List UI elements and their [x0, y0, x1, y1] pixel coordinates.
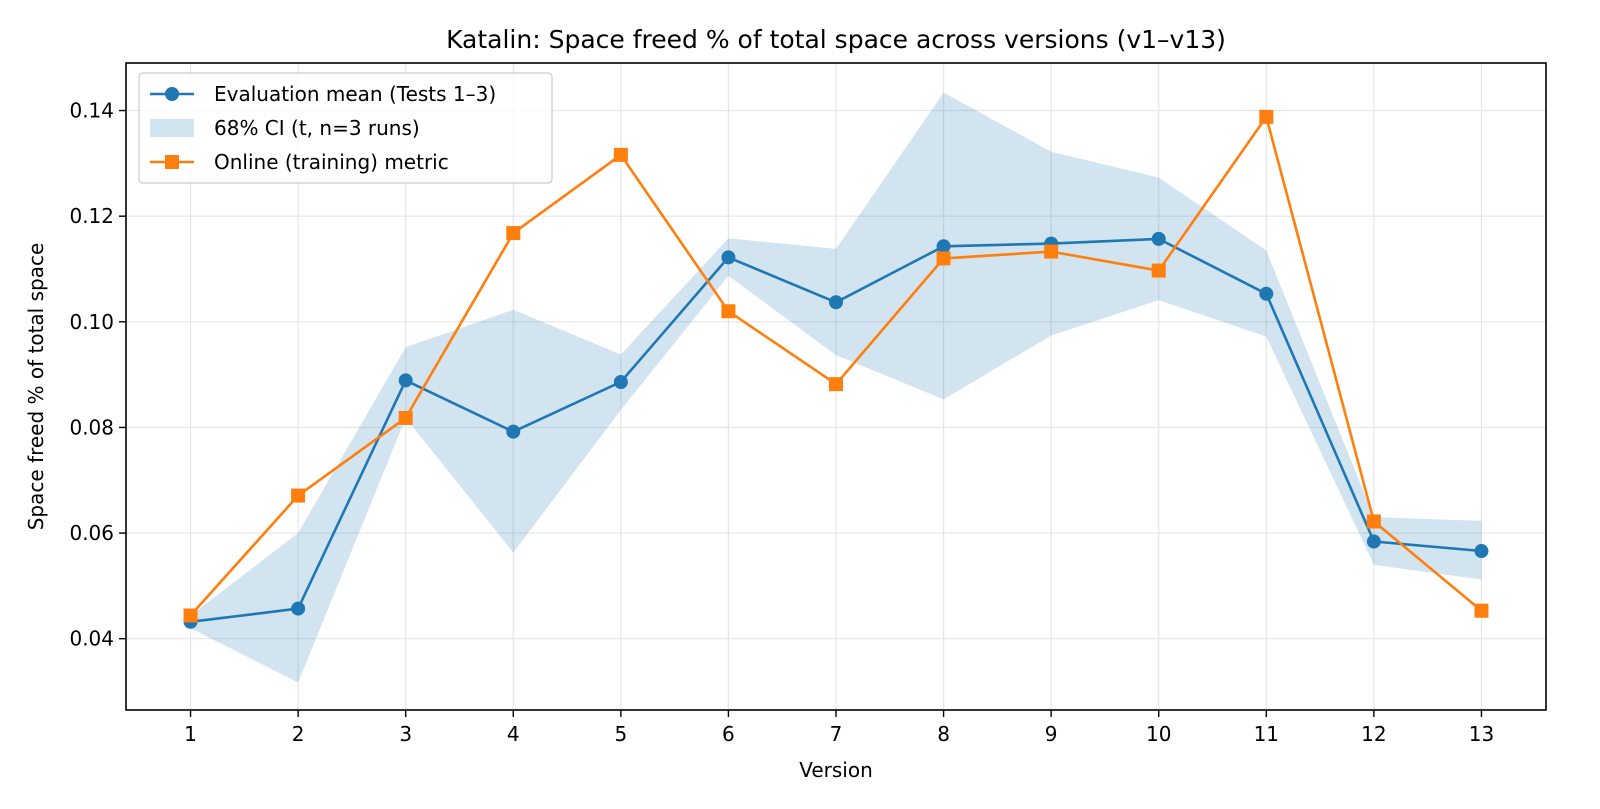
x-tick-label: 4: [507, 722, 520, 746]
online-metric-point: [1474, 603, 1489, 618]
x-tick-label: 13: [1469, 722, 1494, 746]
evaluation-mean-point: [506, 424, 521, 439]
legend-swatch-marker: [165, 87, 179, 101]
legend-swatch-marker: [165, 155, 179, 169]
x-tick-label: 12: [1361, 722, 1386, 746]
x-tick-label: 9: [1045, 722, 1058, 746]
y-tick-label: 0.12: [69, 204, 114, 228]
x-tick-label: 2: [292, 722, 305, 746]
x-tick-label: 10: [1146, 722, 1171, 746]
legend-label: Evaluation mean (Tests 1–3): [214, 82, 496, 106]
x-axis-label: Version: [799, 758, 873, 782]
x-tick-label: 5: [614, 722, 627, 746]
y-tick-label: 0.10: [69, 310, 114, 334]
series-group: [183, 109, 1489, 629]
evaluation-mean-point: [1151, 231, 1166, 246]
x-tick-label: 6: [722, 722, 735, 746]
legend-label: 68% CI (t, n=3 runs): [214, 116, 420, 140]
evaluation-mean-point: [1259, 286, 1274, 301]
evaluation-mean-point: [936, 239, 951, 254]
y-axis-label: Space freed % of total space: [24, 243, 48, 531]
online-metric-point: [1259, 109, 1274, 124]
evaluation-mean-point: [829, 295, 843, 310]
legend-box: [138, 72, 553, 184]
axis-ticks: 1 2 3 4 5 6 7 8 9 10 11 12 130.040.060.080.100.120.1…: [69, 99, 1494, 746]
legend-swatch-ci-band: [150, 119, 194, 137]
online-metric-point: [1044, 244, 1059, 259]
evaluation-mean-point: [1474, 544, 1489, 559]
evaluation-mean-point: [398, 373, 413, 388]
online-metric-point: [1151, 263, 1166, 278]
x-tick-label: 3: [399, 722, 412, 746]
y-tick-label: 0.08: [69, 415, 114, 439]
online-metric-point: [398, 410, 413, 425]
legend: Evaluation mean (Tests 1–3) 68% CI (t, n=…: [138, 72, 553, 184]
evaluation-mean-point: [613, 375, 628, 390]
x-tick-label: 11: [1254, 722, 1279, 746]
evaluation-mean-point: [1366, 534, 1381, 549]
online-metric-point: [936, 251, 951, 266]
evaluation-mean-point: [291, 601, 306, 616]
legend-label: Online (training) metric: [214, 150, 449, 174]
online-metric-point: [291, 488, 306, 503]
x-tick-label: 7: [830, 722, 843, 746]
x-tick-label: 1: [184, 722, 197, 746]
x-tick-label: 8: [937, 722, 950, 746]
legend-entries: Evaluation mean (Tests 1–3) 68% CI (t, n=…: [150, 82, 496, 174]
online-metric-point: [183, 608, 198, 623]
online-metric-point: [1366, 514, 1381, 529]
y-tick-label: 0.06: [69, 521, 114, 545]
online-metric-point: [721, 304, 736, 319]
chart-title: Katalin: Space freed % of total space ac…: [446, 25, 1226, 54]
evaluation-mean-point: [721, 250, 736, 265]
y-tick-label: 0.14: [69, 99, 114, 123]
online-metric-point: [829, 377, 843, 392]
online-metric-point: [613, 147, 628, 162]
y-tick-label: 0.04: [69, 627, 114, 651]
online-metric-point: [506, 226, 521, 241]
